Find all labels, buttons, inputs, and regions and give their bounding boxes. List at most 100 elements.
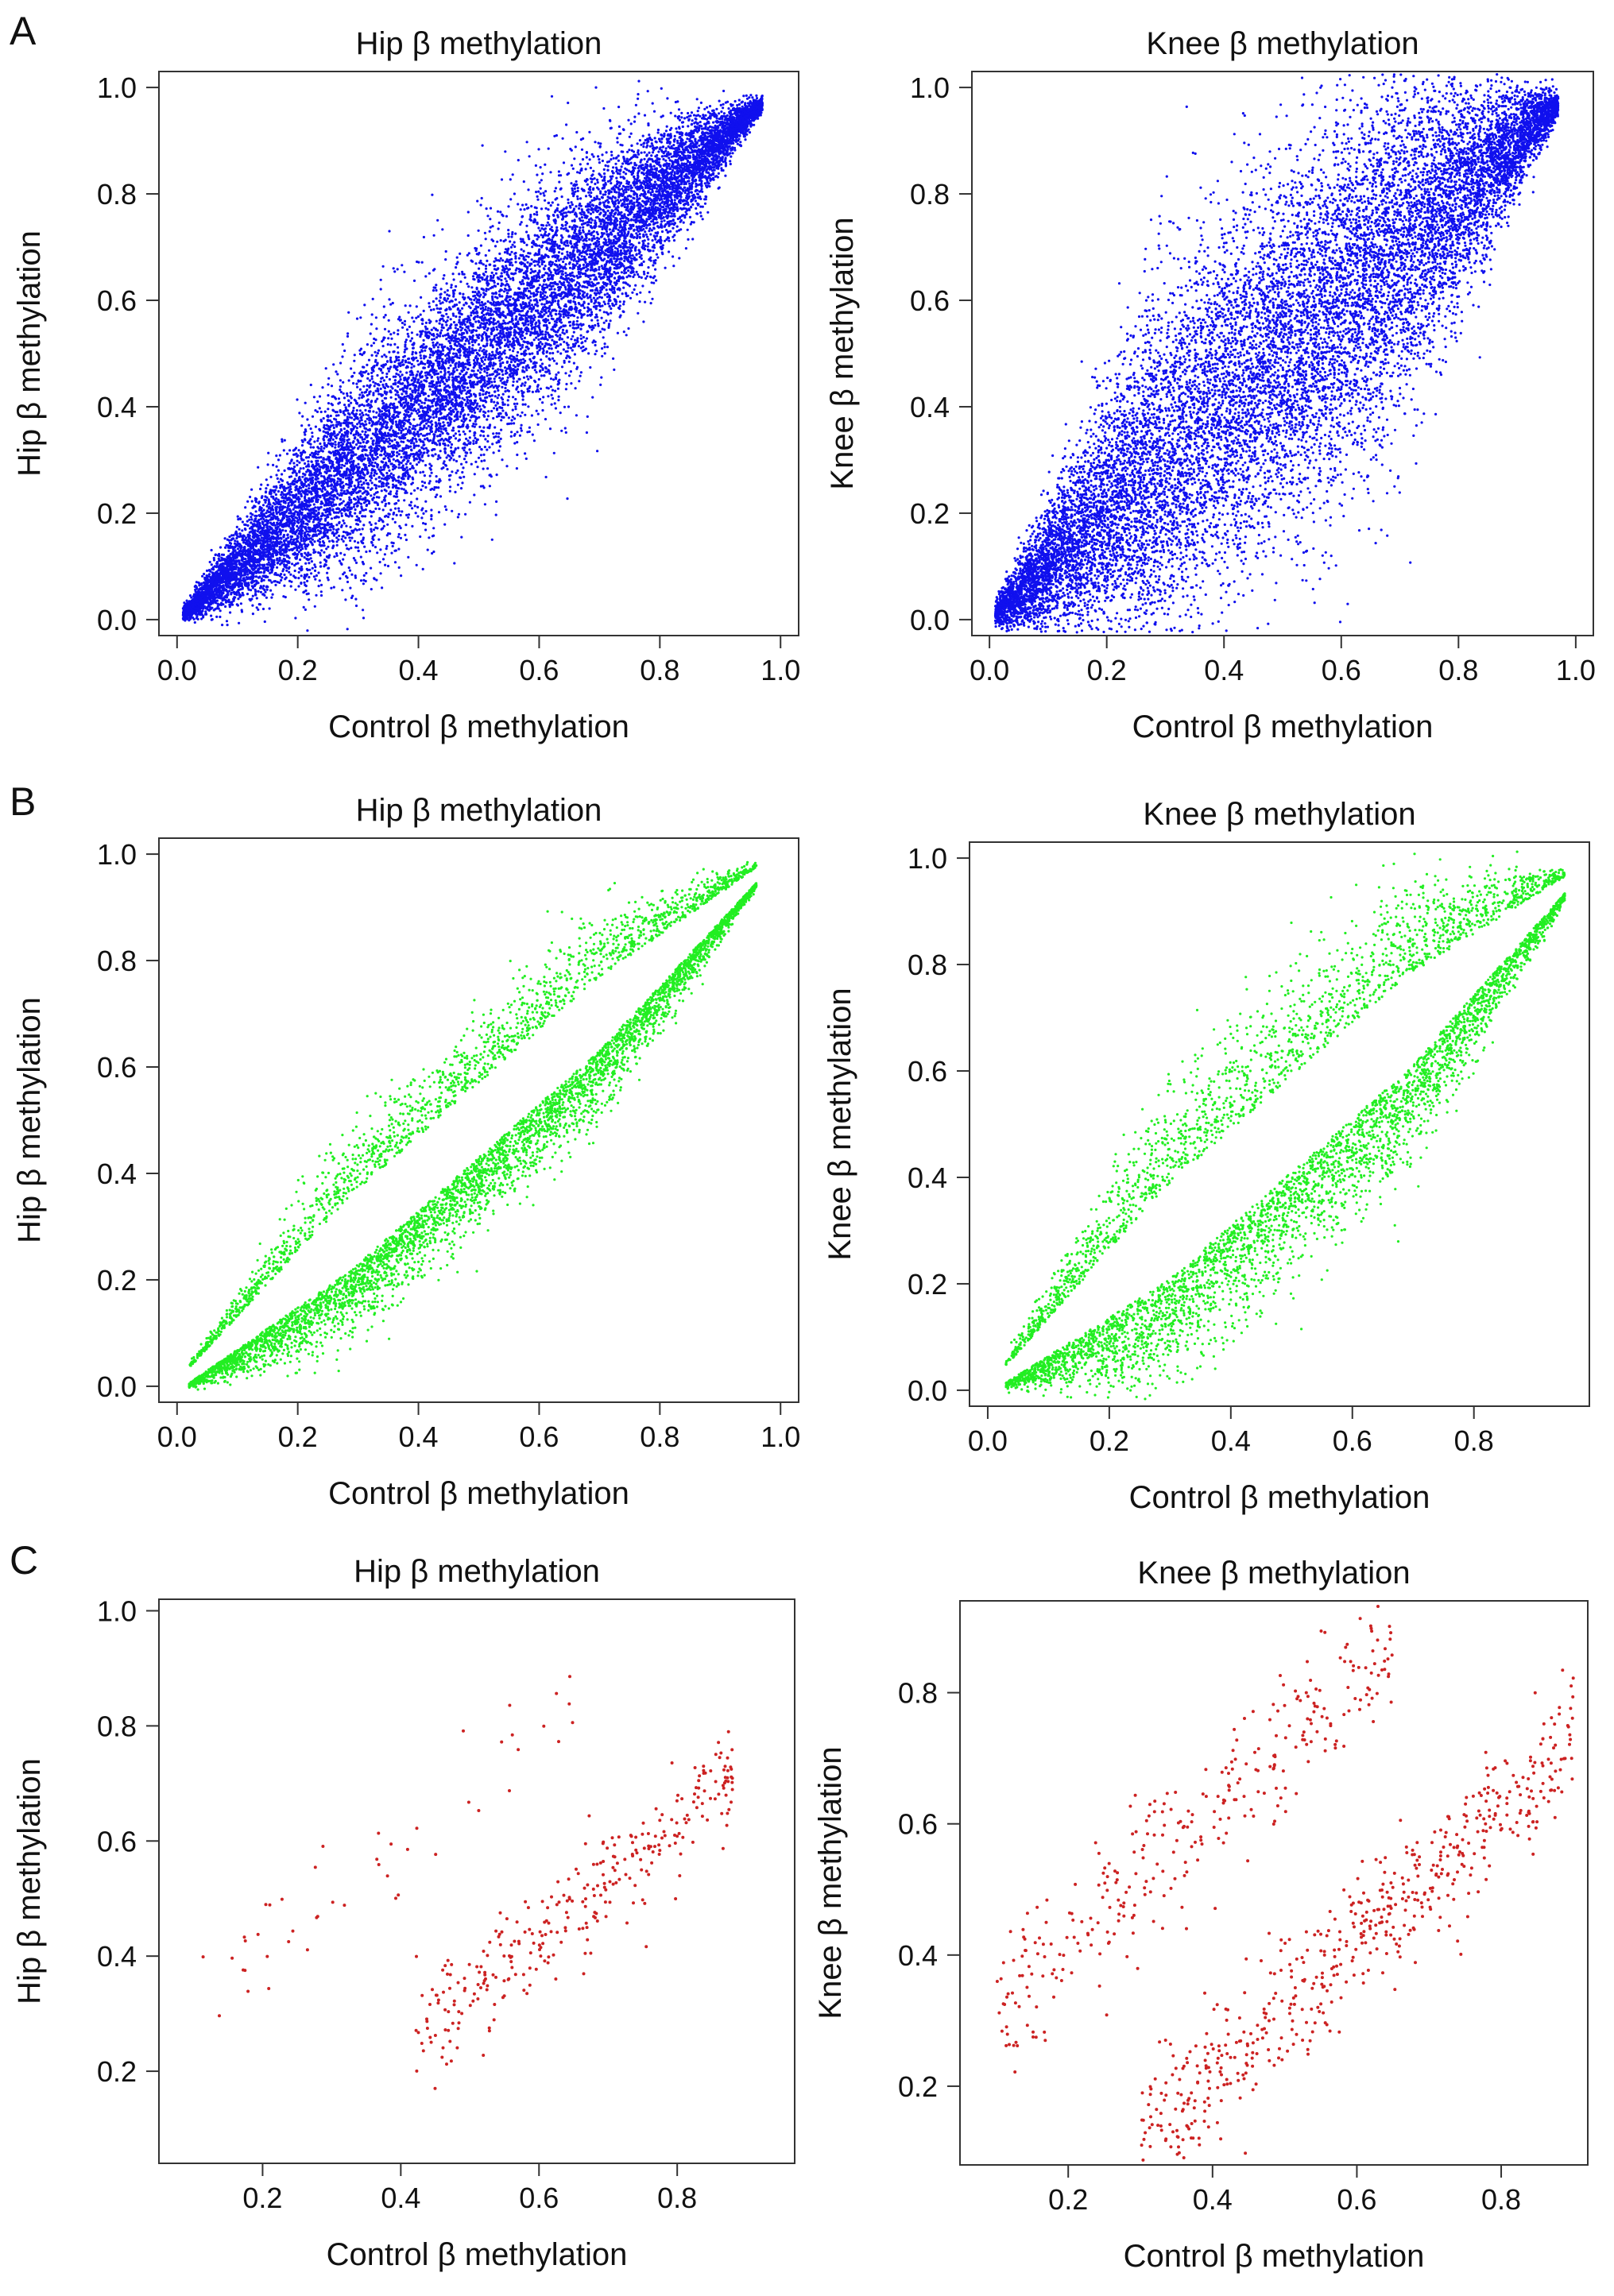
data-point — [581, 149, 583, 151]
data-point — [509, 259, 511, 261]
data-point — [489, 485, 491, 487]
data-point — [693, 221, 695, 223]
data-point — [345, 477, 347, 480]
data-point — [642, 145, 644, 148]
data-point — [316, 439, 319, 442]
data-point — [459, 315, 461, 318]
data-point — [425, 423, 428, 425]
data-point — [262, 608, 265, 610]
data-point — [619, 223, 621, 226]
data-point — [627, 186, 629, 188]
data-point — [354, 354, 356, 356]
data-point — [570, 382, 572, 385]
data-point — [606, 199, 609, 201]
data-point — [455, 285, 457, 288]
data-point — [582, 304, 584, 307]
data-point — [351, 476, 354, 478]
data-point — [521, 412, 524, 414]
data-point — [277, 481, 280, 483]
data-point — [575, 180, 578, 183]
data-point — [420, 346, 422, 348]
data-point — [540, 293, 542, 296]
data-point — [685, 132, 687, 134]
data-point — [614, 217, 617, 219]
data-point — [517, 368, 519, 370]
data-point — [643, 261, 645, 263]
data-point — [540, 187, 542, 190]
data-point — [688, 183, 691, 185]
data-point — [502, 311, 505, 313]
x-axis-label: Control β methylation — [328, 709, 629, 744]
data-point — [339, 438, 342, 440]
data-point — [372, 440, 374, 443]
data-point — [520, 427, 522, 429]
data-point — [544, 330, 547, 333]
data-point — [530, 292, 532, 295]
data-point — [515, 261, 517, 263]
data-point — [520, 238, 522, 240]
data-point — [504, 338, 506, 341]
data-point — [499, 211, 501, 213]
data-point — [359, 380, 362, 382]
data-point — [648, 152, 650, 154]
data-point — [388, 486, 390, 489]
data-point — [704, 195, 706, 198]
data-point — [366, 388, 368, 391]
data-point — [310, 427, 312, 430]
data-point — [438, 511, 440, 513]
data-point — [424, 374, 427, 377]
data-point — [365, 431, 367, 433]
data-point — [331, 517, 333, 520]
data-point — [440, 427, 443, 430]
data-point — [636, 293, 638, 296]
data-point — [544, 418, 547, 420]
data-point — [337, 414, 339, 416]
data-point — [447, 316, 449, 319]
data-point — [323, 477, 326, 479]
data-point — [504, 288, 506, 290]
data-point — [582, 219, 584, 222]
data-point — [334, 446, 336, 449]
data-point — [505, 280, 508, 282]
data-point — [411, 525, 413, 528]
data-point — [381, 520, 384, 523]
data-point — [504, 366, 506, 369]
data-point — [561, 195, 563, 198]
data-point — [580, 338, 583, 340]
data-point — [264, 501, 266, 504]
data-point — [555, 407, 557, 409]
data-point — [691, 238, 694, 240]
data-point — [672, 169, 674, 172]
data-point — [275, 493, 277, 496]
data-point — [505, 465, 508, 467]
data-point — [588, 230, 590, 232]
data-point — [548, 224, 551, 226]
data-point — [571, 349, 574, 351]
data-point — [521, 344, 524, 346]
data-point — [405, 372, 408, 374]
data-point — [474, 320, 477, 323]
data-point — [388, 319, 390, 322]
data-point — [647, 272, 649, 274]
data-point — [610, 319, 612, 322]
data-point — [311, 560, 313, 562]
data-point — [639, 292, 641, 294]
data-point — [693, 114, 695, 116]
data-point — [443, 460, 446, 462]
data-point — [439, 385, 441, 387]
data-point — [419, 535, 421, 538]
data-point — [558, 170, 560, 172]
data-point — [477, 369, 479, 372]
data-point — [385, 545, 388, 547]
data-point — [298, 571, 300, 574]
data-point — [439, 307, 441, 310]
data-point — [320, 450, 323, 452]
data-point — [523, 180, 525, 183]
data-point — [264, 620, 266, 623]
data-point — [422, 471, 424, 474]
data-point — [281, 473, 283, 475]
data-point — [601, 347, 603, 350]
data-point — [494, 285, 497, 288]
data-point — [528, 427, 531, 429]
